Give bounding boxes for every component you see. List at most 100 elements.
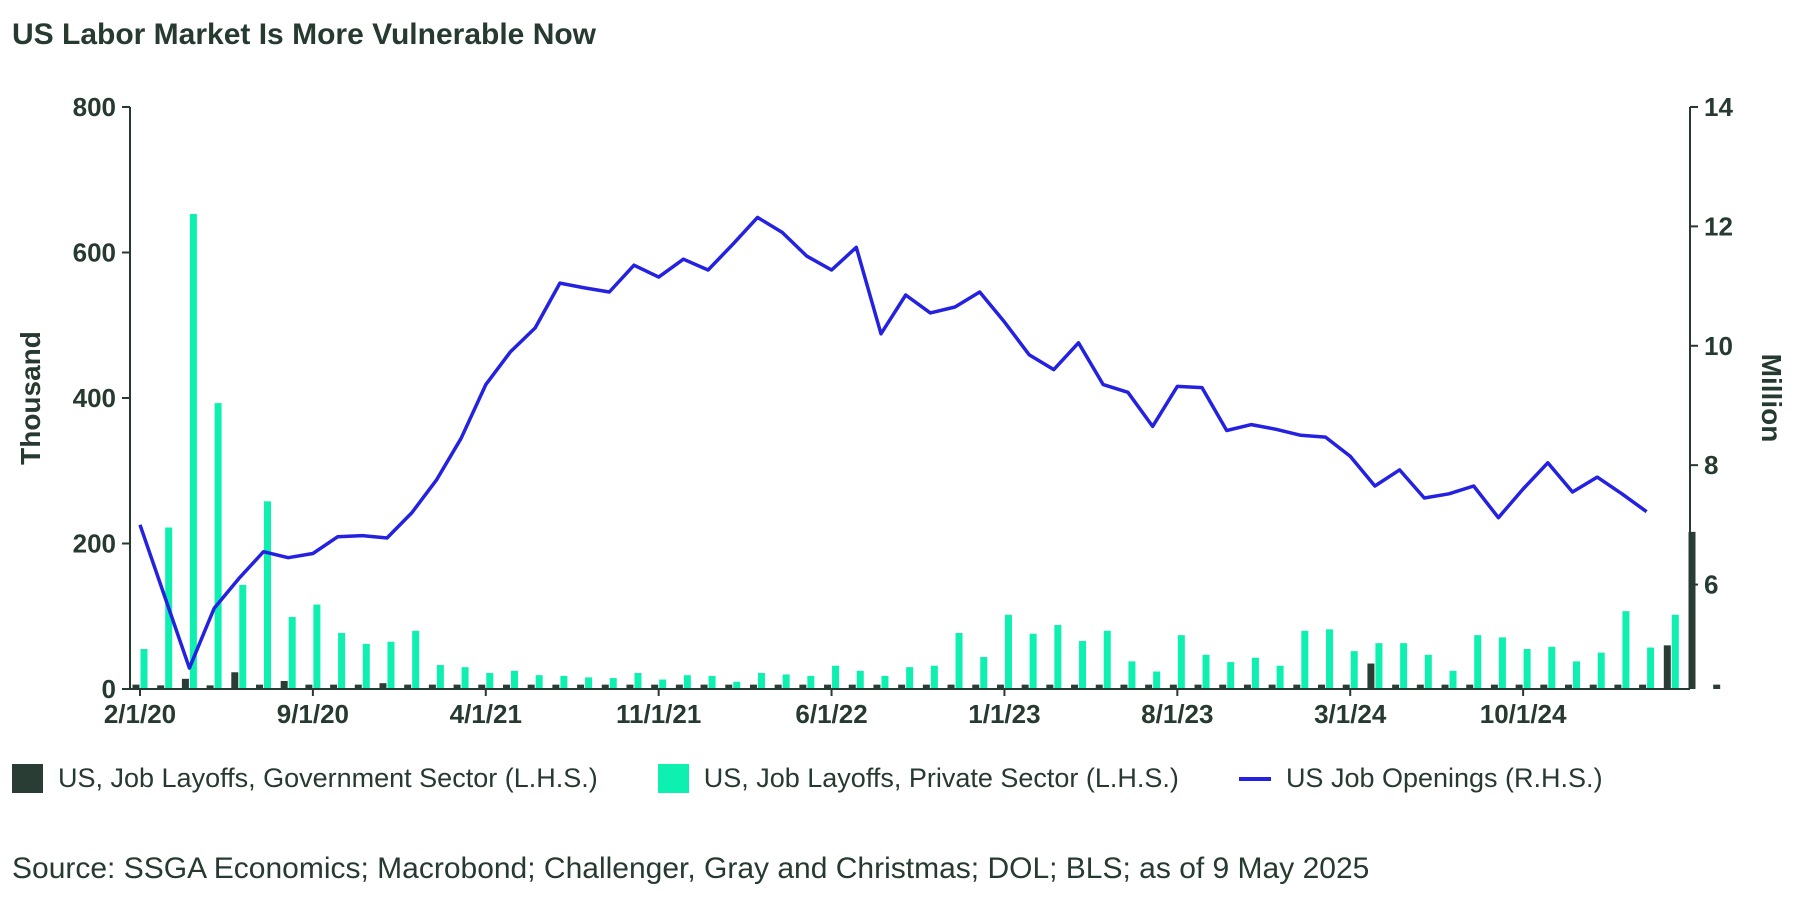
bar-government	[1565, 684, 1573, 689]
bar-government	[1293, 684, 1301, 689]
bar-private	[881, 675, 889, 689]
x-tick-label: 9/1/20	[277, 699, 349, 729]
bar-government	[231, 672, 239, 689]
bar-private	[1449, 670, 1457, 689]
bar-private	[1276, 665, 1284, 689]
bar-private	[1202, 654, 1210, 689]
bar-private	[362, 643, 370, 689]
legend-swatch-private	[657, 764, 689, 793]
bar-private	[683, 675, 691, 689]
x-tick-label: 8/1/23	[1141, 699, 1213, 729]
bar-government	[651, 684, 659, 689]
bar-private	[387, 641, 395, 689]
bar-government	[132, 684, 140, 689]
bar-private	[214, 403, 222, 689]
bar-private	[832, 665, 840, 689]
bar-government	[157, 685, 165, 689]
right-tick-label: 6	[1704, 570, 1718, 600]
bar-private	[955, 632, 963, 689]
bar-government	[330, 684, 338, 689]
bar-private	[1079, 640, 1087, 689]
bar-private	[189, 213, 197, 689]
bar-government	[873, 684, 881, 689]
bar-government	[824, 684, 832, 689]
bar-private	[1424, 654, 1432, 689]
bar-government	[1318, 684, 1326, 689]
x-tick-label: 11/1/21	[616, 699, 701, 729]
legend-label-openings: US Job Openings (R.H.S.)	[1285, 763, 1603, 793]
bar-private	[1004, 614, 1012, 689]
x-tick-label: 1/1/23	[968, 699, 1040, 729]
bar-private	[140, 648, 148, 689]
bar-government	[1540, 684, 1548, 689]
bar-government	[1688, 531, 1696, 689]
legend: US, Job Layoffs, Government Sector (L.H.…	[12, 763, 1663, 794]
bar-government	[1268, 684, 1276, 689]
bar-government	[601, 684, 609, 689]
bar-government	[1169, 684, 1177, 689]
bar-private	[486, 672, 494, 689]
legend-swatch-openings	[1238, 776, 1271, 781]
bar-private	[1548, 646, 1556, 689]
left-tick-label: 200	[73, 529, 116, 559]
bar-private	[906, 667, 914, 689]
x-tick-label: 2/1/20	[104, 699, 176, 729]
bar-government	[1490, 684, 1498, 689]
bar-government	[1145, 684, 1153, 689]
right-tick-label: 12	[1704, 211, 1733, 241]
bar-government	[1466, 684, 1474, 689]
bar-private	[856, 670, 864, 689]
bar-private	[535, 675, 543, 689]
bar-government	[1614, 684, 1622, 689]
bar-private	[1523, 648, 1531, 689]
bar-government	[181, 678, 189, 689]
bar-government	[1392, 684, 1400, 689]
bar-government	[1243, 684, 1251, 689]
bar-government	[206, 685, 214, 689]
bar-government	[502, 684, 510, 689]
legend-label-government: US, Job Layoffs, Government Sector (L.H.…	[58, 763, 598, 793]
bar-government	[577, 684, 585, 689]
bar-private	[609, 678, 617, 689]
bar-private	[1622, 611, 1630, 689]
legend-swatch-government	[12, 764, 43, 793]
bar-private	[1400, 643, 1408, 689]
bar-government	[305, 684, 313, 689]
bar-private	[634, 672, 642, 689]
bar-private	[263, 501, 271, 689]
bar-government	[1342, 684, 1350, 689]
bar-government	[1194, 684, 1202, 689]
bar-government	[922, 684, 930, 689]
x-tick-label: 6/1/22	[795, 699, 867, 729]
bar-private	[1029, 633, 1037, 689]
bar-government	[1046, 684, 1054, 689]
bar-private	[1251, 657, 1259, 689]
bar-government	[379, 683, 387, 689]
bar-government	[1713, 684, 1721, 689]
bar-government	[947, 684, 955, 689]
bar-government	[996, 684, 1004, 689]
left-tick-label: 400	[73, 383, 116, 413]
right-tick-label: 8	[1704, 450, 1718, 480]
source-note: Source: SSGA Economics; Macrobond; Chall…	[12, 852, 1370, 885]
bar-private	[733, 681, 741, 689]
bar-private	[1573, 661, 1581, 689]
bar-government	[799, 684, 807, 689]
left-tick-label: 800	[73, 92, 116, 122]
bar-government	[527, 684, 535, 689]
bar-government	[1071, 684, 1079, 689]
bar-private	[1128, 661, 1136, 689]
right-tick-label: 10	[1704, 331, 1733, 361]
bar-private	[1350, 651, 1358, 689]
bar-government	[1441, 684, 1449, 689]
bar-private	[288, 616, 296, 689]
chart-title: US Labor Market Is More Vulnerable Now	[12, 18, 597, 51]
bar-private	[1647, 647, 1655, 689]
bar-government	[1367, 663, 1375, 689]
bar-government	[972, 684, 980, 689]
bar-government	[280, 680, 288, 689]
bar-private	[1597, 652, 1605, 689]
bar-government	[1120, 684, 1128, 689]
bar-private	[1498, 637, 1506, 689]
y-axis-left-label: Thousand	[15, 331, 46, 465]
